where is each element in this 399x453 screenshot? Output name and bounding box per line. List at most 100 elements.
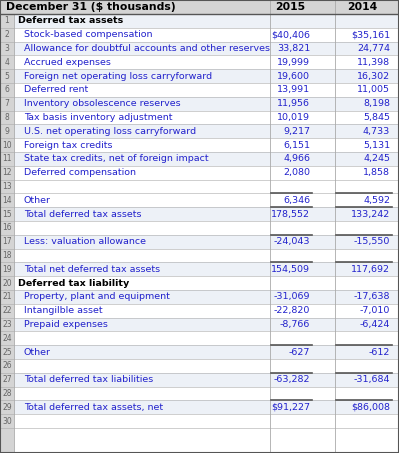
Text: -31,069: -31,069 xyxy=(273,292,310,301)
Bar xyxy=(14,359,399,373)
Bar xyxy=(14,125,399,138)
Text: Total net deferred tax assets: Total net deferred tax assets xyxy=(24,265,160,274)
Text: 11,956: 11,956 xyxy=(277,99,310,108)
Bar xyxy=(14,166,399,179)
Text: 4,245: 4,245 xyxy=(363,154,390,164)
Text: Tax basis inventory adjustment: Tax basis inventory adjustment xyxy=(24,113,172,122)
Text: Foreign net operating loss carryforward: Foreign net operating loss carryforward xyxy=(24,72,212,81)
Text: Allowance for doubtful accounts and other reserves: Allowance for doubtful accounts and othe… xyxy=(24,44,270,53)
Text: December 31 ($ thousands): December 31 ($ thousands) xyxy=(6,2,176,12)
Bar xyxy=(14,262,399,276)
Text: 16: 16 xyxy=(2,223,12,232)
Text: Accrued expenses: Accrued expenses xyxy=(24,58,111,67)
Text: 6,346: 6,346 xyxy=(283,196,310,205)
Text: 10: 10 xyxy=(2,140,12,149)
Text: -63,282: -63,282 xyxy=(273,375,310,384)
Text: Deferred tax liability: Deferred tax liability xyxy=(18,279,129,288)
Text: 21: 21 xyxy=(2,292,12,301)
Text: -24,043: -24,043 xyxy=(273,237,310,246)
Text: 13,991: 13,991 xyxy=(277,86,310,94)
Text: 6,151: 6,151 xyxy=(283,140,310,149)
Text: 24,774: 24,774 xyxy=(357,44,390,53)
Text: 133,242: 133,242 xyxy=(351,210,390,219)
Text: 154,509: 154,509 xyxy=(271,265,310,274)
Text: Stock-based compensation: Stock-based compensation xyxy=(24,30,152,39)
Text: 2: 2 xyxy=(5,30,9,39)
Text: 14: 14 xyxy=(2,196,12,205)
Text: 11,005: 11,005 xyxy=(357,86,390,94)
Bar xyxy=(14,290,399,304)
Text: 6: 6 xyxy=(4,86,10,94)
Text: 20: 20 xyxy=(2,279,12,288)
Bar xyxy=(14,55,399,69)
Text: 11: 11 xyxy=(2,154,12,164)
Text: State tax credits, net of foreign impact: State tax credits, net of foreign impact xyxy=(24,154,209,164)
Text: 8,198: 8,198 xyxy=(363,99,390,108)
Text: -8,766: -8,766 xyxy=(280,320,310,329)
Bar xyxy=(14,414,399,428)
Text: 117,692: 117,692 xyxy=(351,265,390,274)
Text: U.S. net operating loss carryforward: U.S. net operating loss carryforward xyxy=(24,127,196,136)
Text: 5,131: 5,131 xyxy=(363,140,390,149)
Text: 19,600: 19,600 xyxy=(277,72,310,81)
Text: 27: 27 xyxy=(2,375,12,384)
Text: 19,999: 19,999 xyxy=(277,58,310,67)
Text: 17: 17 xyxy=(2,237,12,246)
Text: Less: valuation allowance: Less: valuation allowance xyxy=(24,237,146,246)
Text: 24: 24 xyxy=(2,334,12,343)
Bar xyxy=(14,42,399,55)
Text: 8: 8 xyxy=(5,113,9,122)
Text: Prepaid expenses: Prepaid expenses xyxy=(24,320,108,329)
Bar xyxy=(14,235,399,249)
Text: 30: 30 xyxy=(2,417,12,426)
Text: Deferred compensation: Deferred compensation xyxy=(24,168,136,177)
Text: -6,424: -6,424 xyxy=(359,320,390,329)
Text: 10,019: 10,019 xyxy=(277,113,310,122)
Text: $40,406: $40,406 xyxy=(271,30,310,39)
Text: 28: 28 xyxy=(2,389,12,398)
Text: 11,398: 11,398 xyxy=(357,58,390,67)
Text: Property, plant and equipment: Property, plant and equipment xyxy=(24,292,170,301)
Text: 33,821: 33,821 xyxy=(277,44,310,53)
Bar xyxy=(0,0,399,14)
Text: $35,161: $35,161 xyxy=(351,30,390,39)
Bar xyxy=(14,193,399,207)
Text: 9: 9 xyxy=(4,127,10,136)
Text: 3: 3 xyxy=(4,44,10,53)
Text: -7,010: -7,010 xyxy=(359,306,390,315)
Bar xyxy=(14,152,399,166)
Bar xyxy=(14,207,399,221)
Bar xyxy=(14,138,399,152)
Text: Total deferred tax assets: Total deferred tax assets xyxy=(24,210,142,219)
Text: Intangilble asset: Intangilble asset xyxy=(24,306,103,315)
Text: -15,550: -15,550 xyxy=(354,237,390,246)
Text: Total deferred tax assets, net: Total deferred tax assets, net xyxy=(24,403,163,412)
Text: 15: 15 xyxy=(2,210,12,219)
Text: 18: 18 xyxy=(2,251,12,260)
Text: 9,217: 9,217 xyxy=(283,127,310,136)
Bar xyxy=(14,345,399,359)
Text: 23: 23 xyxy=(2,320,12,329)
Bar xyxy=(14,386,399,400)
Text: 22: 22 xyxy=(2,306,12,315)
Text: 16,302: 16,302 xyxy=(357,72,390,81)
Text: 7: 7 xyxy=(4,99,10,108)
Bar xyxy=(0,14,14,453)
Bar xyxy=(14,179,399,193)
Text: 2,080: 2,080 xyxy=(283,168,310,177)
Text: 1: 1 xyxy=(5,16,9,25)
Bar xyxy=(14,249,399,262)
Text: 4: 4 xyxy=(4,58,10,67)
Text: 178,552: 178,552 xyxy=(271,210,310,219)
Bar xyxy=(14,69,399,83)
Text: 5,845: 5,845 xyxy=(363,113,390,122)
Text: -612: -612 xyxy=(369,347,390,357)
Text: Deferred rent: Deferred rent xyxy=(24,86,88,94)
Text: Inventory obsolescence reserves: Inventory obsolescence reserves xyxy=(24,99,181,108)
Text: Total deferred tax liabilities: Total deferred tax liabilities xyxy=(24,375,153,384)
Bar xyxy=(14,332,399,345)
Text: Other: Other xyxy=(24,347,51,357)
Bar xyxy=(14,83,399,97)
Text: -627: -627 xyxy=(288,347,310,357)
Bar xyxy=(14,14,399,28)
